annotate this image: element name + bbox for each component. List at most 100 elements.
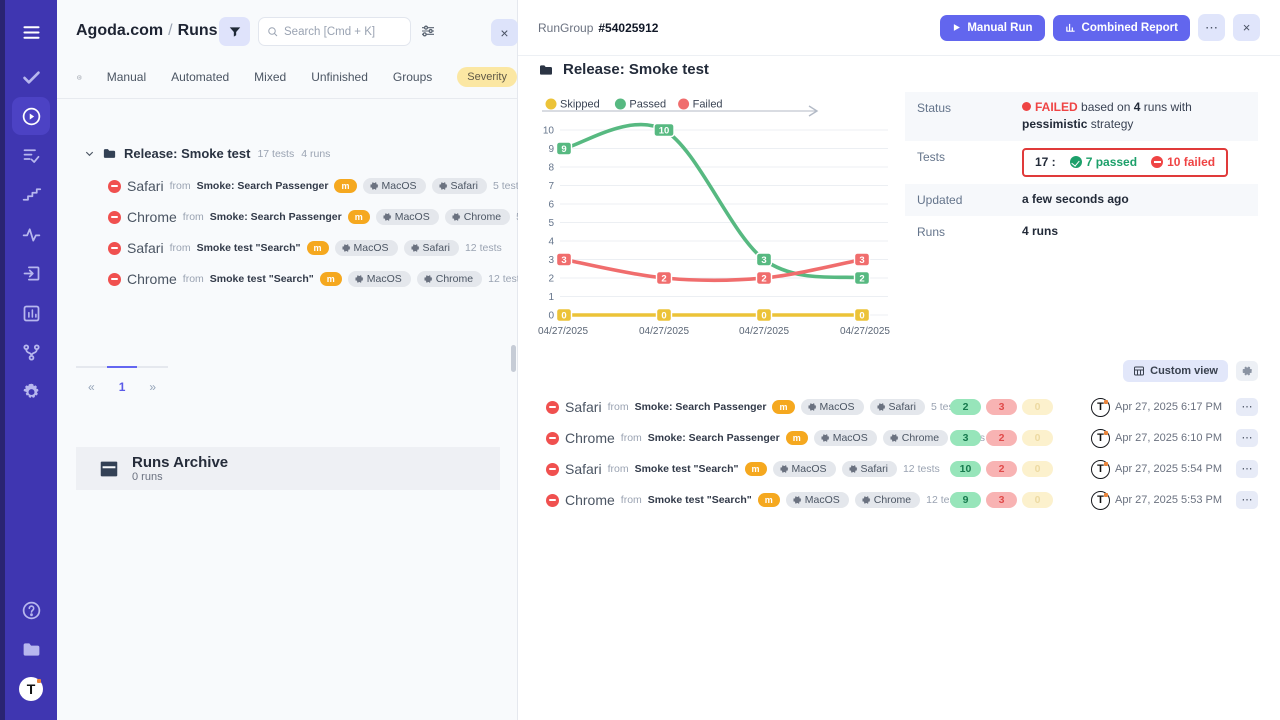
manual-badge: m (347, 210, 370, 224)
help-icon[interactable] (12, 591, 50, 629)
status-value: FAILED based on 4 runs with pessimistic … (1022, 100, 1192, 132)
run-list-row[interactable]: Safari from Smoke: Search Passenger m Ma… (546, 396, 1258, 418)
failed-status-icon (108, 241, 121, 255)
scrollbar-thumb[interactable] (511, 345, 516, 372)
plans-list-check-icon[interactable] (12, 136, 50, 174)
run-list-row[interactable]: Chrome from Smoke: Search Passenger m Ma… (546, 427, 1258, 449)
gear-icon (341, 244, 350, 252)
runs-label: Runs (917, 224, 946, 239)
analytics-icon[interactable] (12, 294, 50, 332)
run-suite: Smoke test "Search" (209, 273, 314, 285)
tab-groups[interactable]: Groups (392, 70, 433, 84)
panel-close-button[interactable]: × (491, 19, 518, 46)
svg-text:3: 3 (859, 255, 864, 266)
filter-settings-icon[interactable] (420, 23, 436, 44)
run-list-row[interactable]: Chrome from Smoke test "Search" m MacOS … (546, 489, 1258, 511)
run-suite: Smoke test "Search" (647, 494, 752, 506)
tree-run-row[interactable]: Chrome from Smoke test "Search" m MacOS … (108, 269, 525, 289)
pagination-next[interactable]: » (137, 366, 169, 394)
run-from-label: from (607, 463, 629, 475)
failed-pill: 2 (986, 430, 1017, 446)
tests-total: 17 : (1035, 154, 1056, 169)
row-more-button[interactable]: ⋯ (1236, 398, 1258, 416)
breadcrumb-page[interactable]: Runs (177, 22, 218, 39)
run-name: Chrome (565, 492, 615, 508)
pagination-page-1[interactable]: 1 (106, 366, 138, 394)
rungroup-tree-item[interactable]: Release: Smoke test 17 tests 4 runs (84, 146, 330, 161)
settings-gear-icon[interactable] (12, 373, 50, 411)
projects-folder-icon[interactable] (12, 630, 50, 668)
svg-text:04/27/2025: 04/27/2025 (639, 326, 689, 337)
chevron-down-icon[interactable] (84, 148, 95, 159)
manual-badge: m (744, 462, 767, 476)
env-chip: Chrome (416, 271, 483, 287)
run-tests-count: 12 tests (902, 463, 940, 475)
svg-text:4: 4 (548, 237, 554, 248)
row-more-button[interactable]: ⋯ (1236, 429, 1258, 447)
breadcrumb: Agoda.com / Runs (76, 22, 218, 39)
summary-row-runs: Runs 4 runs (905, 216, 1258, 247)
env-chip: MacOS (375, 209, 439, 225)
run-list-row[interactable]: Safari from Smoke test "Search" m MacOS … (546, 458, 1258, 480)
custom-view-button[interactable]: Custom view (1123, 360, 1228, 382)
table-view-icon (1134, 366, 1145, 376)
svg-text:3: 3 (561, 255, 566, 266)
filter-button[interactable] (219, 17, 250, 46)
tests-check-icon[interactable] (12, 58, 50, 96)
failed-status-icon (546, 400, 559, 414)
search-box (258, 17, 411, 46)
select-runs-icon[interactable] (77, 70, 82, 85)
tab-automated[interactable]: Automated (171, 70, 230, 84)
env-chip: Safari (403, 240, 459, 256)
env-chip: Chrome (444, 209, 511, 225)
branches-icon[interactable] (12, 333, 50, 371)
tab-mixed[interactable]: Mixed (254, 70, 287, 84)
tree-run-row[interactable]: Safari from Smoke: Search Passenger m Ma… (108, 176, 524, 196)
run-name: Safari (127, 178, 164, 194)
app-sidebar: T (0, 0, 57, 720)
manual-badge: m (785, 431, 808, 445)
svg-text:10: 10 (543, 126, 555, 137)
pulse-icon[interactable] (12, 215, 50, 253)
tab-manual[interactable]: Manual (106, 70, 147, 84)
svg-text:10: 10 (659, 126, 670, 137)
testomat-avatar: T (1091, 397, 1110, 417)
import-icon[interactable] (12, 254, 50, 292)
combined-report-button[interactable]: Combined Report (1052, 14, 1190, 41)
run-name: Safari (565, 461, 602, 477)
tab-severity[interactable]: Severity (457, 67, 517, 87)
archive-count: 0 runs (132, 471, 163, 483)
close-rungroup-button[interactable]: × (1233, 14, 1260, 41)
svg-text:0: 0 (859, 311, 864, 322)
result-pills: 3 2 0 (950, 430, 1053, 446)
run-tests-count: 12 tests (464, 242, 502, 254)
row-more-button[interactable]: ⋯ (1236, 460, 1258, 478)
run-from-label: from (607, 401, 629, 413)
run-name: Chrome (127, 271, 177, 287)
svg-text:0: 0 (761, 311, 766, 322)
breadcrumb-project[interactable]: Agoda.com (76, 22, 164, 39)
more-actions-button[interactable]: ⋯ (1198, 14, 1225, 41)
row-more-button[interactable]: ⋯ (1236, 491, 1258, 509)
manual-run-button[interactable]: Manual Run (940, 14, 1045, 41)
gear-icon (807, 403, 816, 411)
tab-unfinished[interactable]: Unfinished (311, 70, 368, 84)
runs-archive[interactable]: Runs Archive 0 runs (76, 447, 500, 490)
tree-run-row[interactable]: Safari from Smoke test "Search" m MacOS … (108, 238, 502, 258)
summary-row-updated: Updated a few seconds ago (905, 184, 1258, 216)
env-chip: Chrome (882, 430, 949, 446)
runs-list-panel: Agoda.com/Runs × Manual Automated Mixed … (57, 0, 547, 720)
runs-play-icon[interactable] (12, 97, 50, 135)
account-logo-icon[interactable]: T (12, 670, 50, 708)
tree-run-row[interactable]: Chrome from Smoke: Search Passenger m Ma… (108, 207, 547, 227)
env-chip: MacOS (785, 492, 849, 508)
search-input[interactable] (284, 25, 402, 38)
run-name: Safari (565, 399, 602, 415)
menu-icon[interactable] (12, 13, 50, 51)
pagination-prev[interactable]: « (76, 366, 107, 394)
list-settings-button[interactable] (1236, 361, 1258, 381)
run-from-label: from (169, 242, 191, 254)
steps-icon[interactable] (12, 175, 50, 213)
run-suite: Smoke test "Search" (634, 463, 739, 475)
rungroup-detail-panel: RunGroup #54025912 Manual Run Combined R… (518, 0, 1280, 720)
